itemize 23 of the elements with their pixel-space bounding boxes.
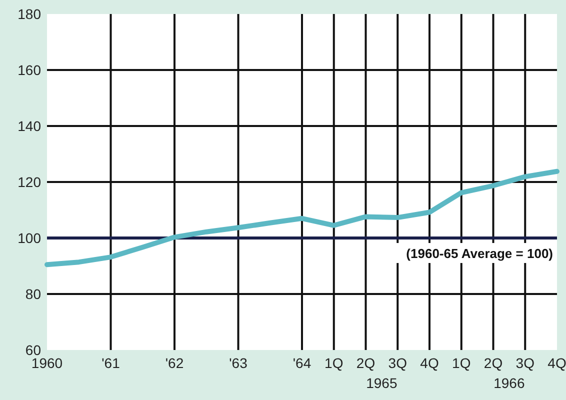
x-tick-label: 4Q (420, 355, 439, 371)
text: 1966 (494, 375, 525, 391)
x-tick-label: 3Q (516, 355, 535, 371)
x-tick-label: 2Q (356, 355, 376, 371)
x-tick-label: 1960 (31, 355, 63, 371)
x-tick-label: '62 (165, 355, 184, 371)
x-tick-label: 4Q (548, 355, 566, 371)
x-tick-label: 1Q (452, 355, 471, 371)
y-tick-label: 180 (18, 6, 42, 22)
x-tick-label: 1Q (324, 355, 344, 371)
ref-line-label: (1960-65 Average = 100) (406, 246, 553, 261)
x-tick-label: 2Q (484, 355, 503, 371)
y-tick-label: 60 (25, 342, 42, 358)
x-tick-label: '64 (292, 355, 312, 371)
x-tick-label: '61 (102, 355, 120, 371)
y-tick-label: 120 (18, 174, 42, 190)
text: 1965 (366, 375, 398, 391)
y-tick-label: 140 (18, 118, 42, 134)
y-tick-label: 80 (25, 286, 42, 302)
x-tick-label: '63 (229, 355, 248, 371)
x-tick-label: 3Q (388, 355, 408, 371)
y-tick-label: 160 (18, 62, 42, 78)
y-tick-label: 100 (18, 230, 42, 246)
